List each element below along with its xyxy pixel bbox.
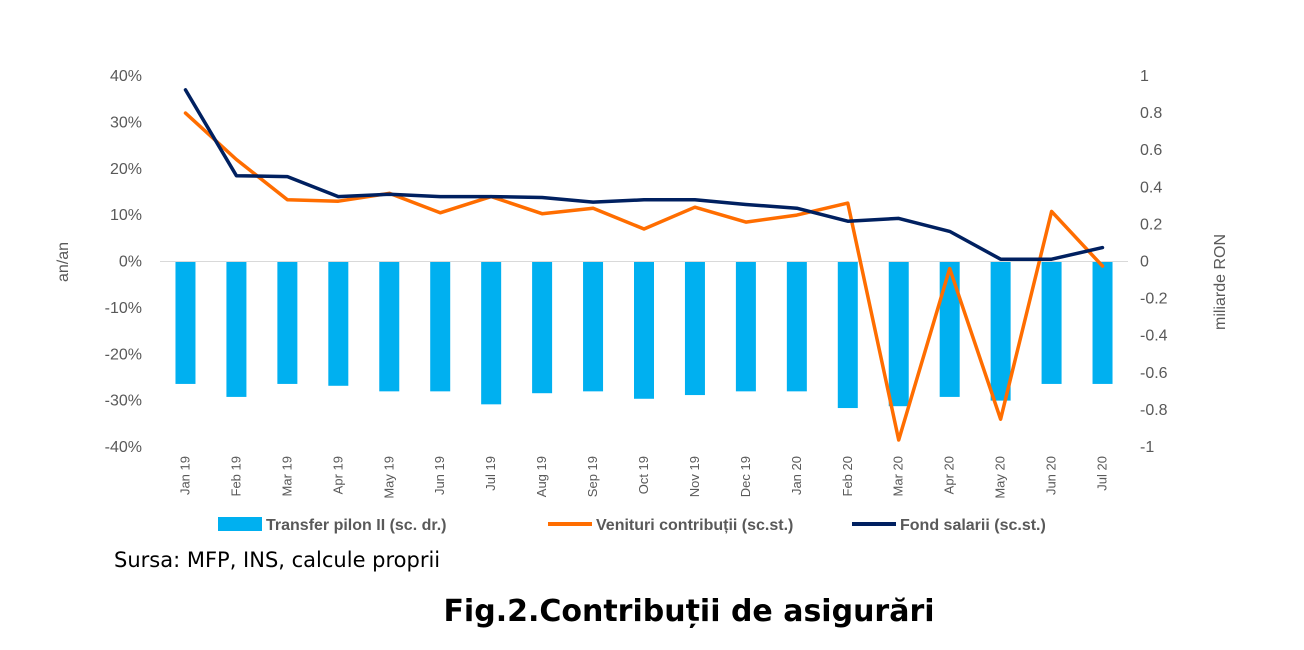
bar-aug-19 [532, 261, 553, 394]
x-tick-label: Jan 20 [789, 456, 804, 495]
right-tick-label: 0.4 [1140, 179, 1162, 196]
legend-label: Venituri contribuții (sc.st.) [596, 517, 793, 534]
bar-feb-19 [226, 261, 247, 397]
x-tick-label: Sep 19 [585, 456, 600, 497]
right-tick-label: 0.6 [1140, 142, 1162, 159]
right-tick-label: 0.2 [1140, 216, 1162, 233]
line-series-1 [183, 111, 1105, 442]
left-tick-label: -10% [105, 300, 142, 317]
left-tick-label: 0% [119, 254, 142, 271]
bar-apr-19 [328, 261, 349, 386]
legend: Transfer pilon II (sc. dr.) Venituri cont… [218, 517, 1046, 534]
left-tick-label: -40% [105, 439, 142, 456]
left-tick-label: 40% [110, 68, 142, 85]
right-tick-label: -0.2 [1140, 291, 1168, 308]
bar-mar-19 [277, 261, 298, 384]
legend-label: Transfer pilon II (sc. dr.) [266, 517, 446, 534]
x-tick-label: Mar 20 [891, 456, 906, 496]
x-tick-label: Jun 20 [1044, 456, 1059, 495]
bar-nov-19 [684, 261, 705, 396]
line-series [183, 88, 1105, 442]
right-tick-label: -0.6 [1140, 365, 1168, 382]
left-tick-label: -30% [105, 393, 142, 410]
bar-jan-20 [786, 261, 807, 392]
x-tick-label: Dec 19 [738, 456, 753, 497]
x-tick-label: Apr 19 [330, 456, 345, 494]
bar-mar-20 [888, 261, 909, 407]
bar-apr-20 [939, 261, 960, 397]
right-axis-ticks: 1 0.8 0.6 0.4 0.2 0 -0.2 -0.4 -0.6 -0.8 -1 [1140, 68, 1168, 456]
bar-jun-19 [430, 261, 451, 392]
legend-swatch [218, 517, 262, 531]
right-tick-label: -0.8 [1140, 402, 1168, 419]
bar-may-20 [990, 261, 1011, 401]
x-tick-label: Nov 19 [687, 456, 702, 497]
left-tick-label: -20% [105, 346, 142, 363]
x-tick-label: Feb 19 [228, 456, 243, 496]
x-tick-label: May 20 [993, 456, 1008, 499]
bar-may-19 [379, 261, 400, 392]
left-tick-label: 10% [110, 207, 142, 224]
x-tick-label: Jun 19 [432, 456, 447, 495]
legend-label: Fond salarii (sc.st.) [900, 517, 1046, 534]
right-tick-label: -0.4 [1140, 328, 1168, 345]
x-axis-ticks: Jan 19 Feb 19 Mar 19 Apr 19 May 19 Jun 19 Jul … [177, 456, 1109, 499]
right-tick-label: 0.8 [1140, 105, 1162, 122]
source-note: Sursa: MFP, INS, calcule proprii [114, 548, 441, 572]
bar-jul-20 [1092, 261, 1113, 384]
x-tick-label: May 19 [381, 456, 396, 499]
left-tick-label: 20% [110, 161, 142, 178]
x-tick-label: Mar 19 [279, 456, 294, 496]
left-axis-label: an/an [55, 242, 72, 282]
bar-jul-19 [481, 261, 502, 405]
x-tick-label: Jul 20 [1095, 456, 1110, 491]
bar-jun-20 [1041, 261, 1062, 384]
x-tick-label: Feb 20 [840, 456, 855, 496]
x-tick-label: Jan 19 [177, 456, 192, 495]
x-tick-label: Apr 20 [942, 456, 957, 494]
x-tick-label: Jul 19 [483, 456, 498, 491]
right-axis-label: miliarde RON [1212, 234, 1229, 330]
line-series-2 [183, 88, 1105, 261]
left-axis-ticks: 40% 30% 20% 10% 0% -10% -20% -30% -40% [105, 68, 142, 456]
bar-feb-20 [837, 261, 858, 409]
bar-sep-19 [583, 261, 604, 392]
figure-title: Fig.2.Contribuții de asigurări [443, 594, 935, 629]
bar-dec-19 [735, 261, 756, 392]
left-tick-label: 30% [110, 114, 142, 131]
x-tick-label: Oct 19 [636, 456, 651, 494]
bar-oct-19 [634, 261, 654, 399]
bar-jan-19 [175, 261, 196, 384]
right-tick-label: 1 [1140, 68, 1149, 85]
right-tick-label: 0 [1140, 254, 1149, 271]
bar-series [175, 261, 1113, 409]
right-tick-label: -1 [1140, 439, 1154, 456]
x-tick-label: Aug 19 [534, 456, 549, 497]
